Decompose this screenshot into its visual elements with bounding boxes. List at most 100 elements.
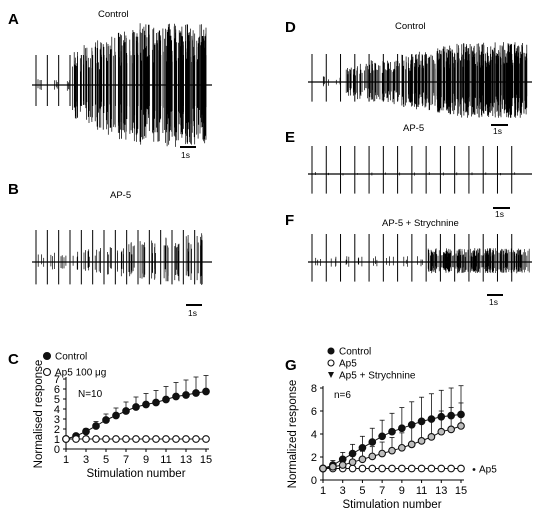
legend-marker	[327, 359, 335, 367]
data-point	[457, 464, 465, 473]
data-point	[192, 435, 200, 443]
panel-letter-e: E	[285, 129, 295, 146]
x-tick-label: 5	[359, 485, 365, 497]
y-tick-label: 3	[54, 414, 60, 426]
x-tick-label: 3	[83, 454, 89, 466]
burst	[173, 23, 184, 147]
scale-bar-e: 1s	[493, 207, 510, 219]
panel-letter-c: C	[8, 351, 19, 368]
trace-e	[308, 146, 532, 194]
data-point	[152, 398, 160, 407]
y-tick-label: 4	[311, 429, 317, 441]
data-point	[398, 464, 406, 473]
legend-marker	[328, 372, 334, 378]
data-point	[112, 411, 120, 420]
burst	[174, 243, 180, 282]
scale-bar-b: 1s	[186, 304, 202, 318]
data-point	[62, 435, 70, 443]
burst	[72, 251, 79, 270]
panel-letter-b: B	[8, 181, 19, 198]
y-axis-label: Normalised response	[33, 360, 45, 469]
burst	[50, 252, 55, 270]
n-annotation: n=6	[334, 390, 351, 401]
burst	[94, 248, 101, 273]
data-point	[407, 440, 416, 449]
burst	[373, 256, 378, 267]
data-point	[72, 435, 80, 443]
scale-label-d: 1s	[493, 126, 502, 136]
data-point	[122, 435, 130, 443]
data-point	[92, 435, 100, 443]
legend-label: Ap5 100 μg	[55, 368, 106, 379]
data-point	[338, 461, 347, 469]
data-point	[388, 446, 396, 455]
scale-label-e: 1s	[495, 209, 504, 219]
y-axis-label: Normalized response	[287, 380, 299, 489]
data-point	[172, 392, 180, 401]
y-tick-label: 2	[311, 452, 317, 464]
burst	[399, 54, 414, 107]
x-tick-label: 15	[455, 485, 467, 497]
x-axis-label: Stimulation number	[342, 499, 441, 511]
data-point	[368, 452, 377, 461]
burst	[403, 256, 408, 267]
burst	[386, 256, 394, 266]
data-point	[407, 464, 416, 473]
burst	[151, 240, 156, 280]
burst	[185, 24, 196, 145]
x-tick-label: 7	[379, 485, 385, 497]
burst	[66, 80, 70, 91]
burst	[37, 254, 45, 267]
data-point	[378, 449, 386, 458]
data-point	[182, 391, 190, 399]
data-point	[388, 464, 396, 473]
data-point	[368, 438, 377, 446]
legend-label: Control	[339, 347, 371, 358]
data-point	[112, 435, 120, 443]
burst	[456, 43, 471, 118]
panel-letter-d: D	[285, 19, 296, 36]
n-annotation: N=10	[78, 389, 103, 400]
y-tick-label: 5	[54, 394, 60, 406]
burst	[330, 256, 337, 267]
data-point	[192, 389, 200, 397]
legend-marker	[42, 367, 52, 377]
burst	[345, 256, 350, 267]
data-point	[447, 425, 455, 434]
burst	[82, 45, 93, 123]
trace-title-a: Control	[98, 9, 129, 20]
x-tick-label: 1	[63, 454, 69, 466]
data-point	[368, 464, 377, 473]
y-tick-label: 6	[311, 406, 317, 418]
x-tick-label: 11	[416, 485, 427, 497]
legend-label: Control	[55, 352, 87, 363]
x-tick-label: 15	[200, 454, 212, 466]
data-point	[102, 416, 110, 424]
burst	[196, 233, 203, 285]
data-point	[92, 422, 100, 430]
burst	[357, 256, 363, 267]
noise-band	[431, 248, 530, 273]
burst	[129, 30, 139, 142]
data-point	[82, 427, 90, 436]
burst	[105, 36, 116, 135]
burst	[107, 247, 112, 275]
trace-b	[32, 230, 212, 285]
data-point	[457, 422, 465, 430]
data-point	[172, 435, 180, 443]
burst	[185, 235, 192, 280]
trace-title-d: Control	[395, 21, 426, 32]
data-point	[142, 435, 150, 443]
data-point	[447, 464, 455, 473]
x-tick-label: 3	[340, 485, 346, 497]
y-tick-label: 0	[311, 475, 317, 487]
y-tick-label: 4	[54, 404, 60, 416]
x-axis-label: Stimulation number	[86, 468, 185, 480]
burst	[356, 63, 371, 100]
panel-letter-g: G	[285, 357, 297, 374]
trace-f	[308, 234, 532, 282]
data-point	[348, 464, 357, 473]
burst	[414, 51, 428, 110]
burst	[163, 237, 169, 282]
data-point	[437, 427, 446, 436]
